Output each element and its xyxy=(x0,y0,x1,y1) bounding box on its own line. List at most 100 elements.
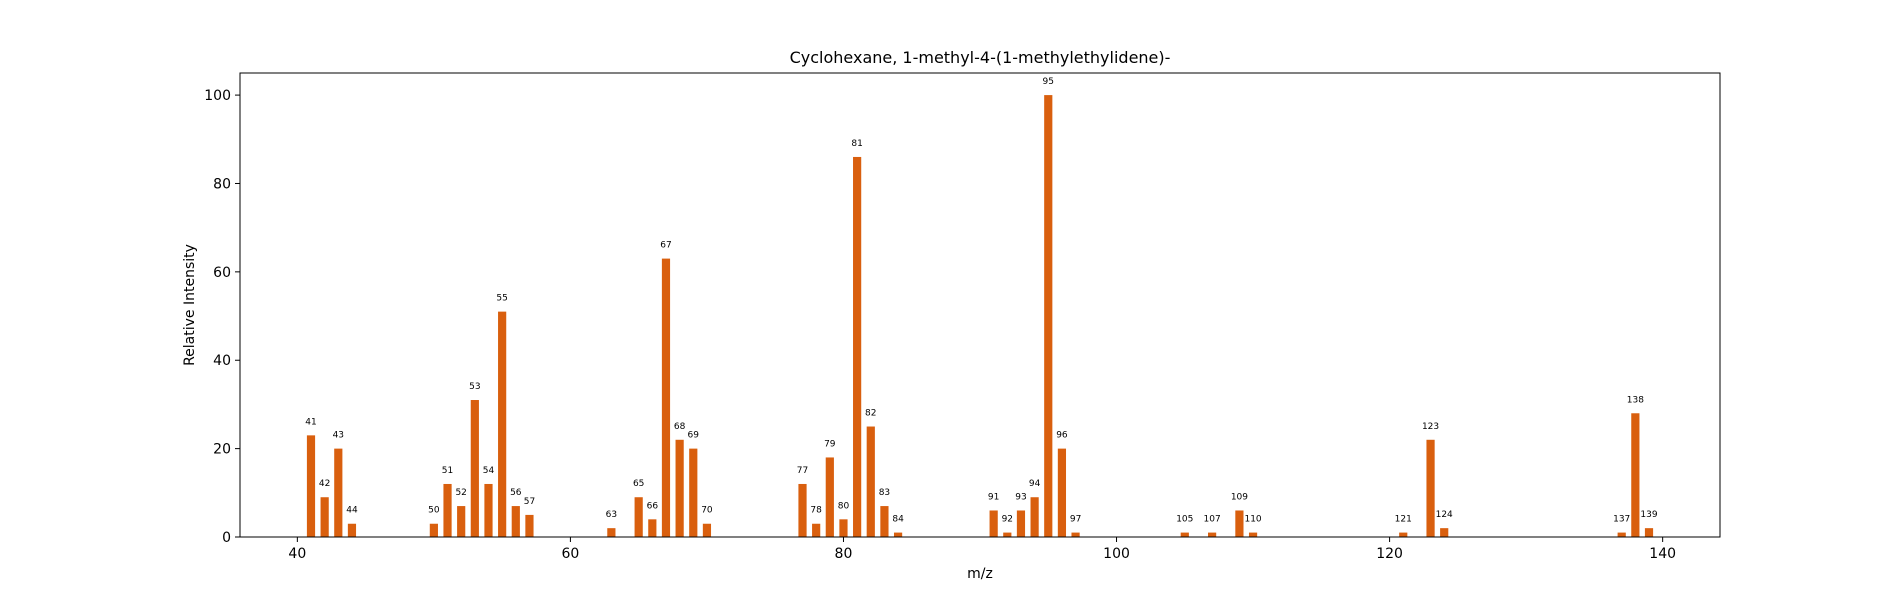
bar-label-56: 56 xyxy=(510,488,522,498)
bar-label-105: 105 xyxy=(1176,515,1193,525)
bar-label-84: 84 xyxy=(892,515,904,525)
bar-70 xyxy=(702,523,712,537)
x-axis-label: m/z xyxy=(967,566,993,582)
bar-label-66: 66 xyxy=(647,501,659,511)
bar-label-110: 110 xyxy=(1244,515,1261,525)
bar-96 xyxy=(1057,448,1067,537)
bar-65 xyxy=(634,497,643,537)
x-tick-label: 40 xyxy=(288,546,306,562)
bar-92 xyxy=(1003,532,1012,537)
bar-label-81: 81 xyxy=(851,139,862,149)
y-tick-label: 0 xyxy=(222,530,231,546)
bar-label-67: 67 xyxy=(660,241,671,251)
bar-121 xyxy=(1399,532,1408,537)
bar-84 xyxy=(893,532,903,537)
bar-label-109: 109 xyxy=(1231,492,1248,502)
bar-54 xyxy=(484,483,493,537)
bar-53 xyxy=(470,400,479,537)
bar-91 xyxy=(989,510,998,537)
bar-label-95: 95 xyxy=(1043,77,1054,87)
bar-label-93: 93 xyxy=(1015,492,1026,502)
plot-frame xyxy=(239,72,1721,538)
bar-56 xyxy=(511,506,520,537)
bar-label-53: 53 xyxy=(469,382,480,392)
bar-77 xyxy=(798,483,807,537)
chart-title: Cyclohexane, 1-methyl-4-(1-methylethylid… xyxy=(790,48,1171,67)
bar-label-92: 92 xyxy=(1002,515,1013,525)
x-tick-label: 120 xyxy=(1376,546,1403,562)
bar-label-63: 63 xyxy=(606,510,617,520)
bar-41 xyxy=(306,435,316,537)
bar-94 xyxy=(1030,497,1039,537)
bar-51 xyxy=(443,483,452,537)
bar-82 xyxy=(866,426,875,537)
bar-110 xyxy=(1248,532,1258,537)
bar-52 xyxy=(457,506,466,537)
bar-label-55: 55 xyxy=(496,294,507,304)
y-tick-label: 40 xyxy=(213,353,231,369)
bar-label-96: 96 xyxy=(1056,431,1068,441)
bar-57 xyxy=(525,514,534,537)
bar-label-83: 83 xyxy=(879,488,890,498)
bar-label-70: 70 xyxy=(701,506,713,516)
y-axis: 0 20 40 60 80 100 xyxy=(204,88,240,546)
bar-138 xyxy=(1631,413,1640,537)
bars-group xyxy=(306,95,1654,537)
bar-label-124: 124 xyxy=(1436,510,1453,520)
bar-63 xyxy=(607,528,616,537)
bar-139 xyxy=(1644,528,1654,537)
bar-label-80: 80 xyxy=(838,501,850,511)
bar-68 xyxy=(675,439,684,537)
bar-137 xyxy=(1617,532,1626,537)
bar-label-52: 52 xyxy=(455,488,466,498)
bar-79 xyxy=(825,457,834,537)
bar-83 xyxy=(880,506,889,537)
y-tick-label: 100 xyxy=(204,88,231,104)
x-tick-label: 140 xyxy=(1649,546,1676,562)
bar-66 xyxy=(648,519,657,537)
bar-label-69: 69 xyxy=(688,431,700,441)
bar-label-139: 139 xyxy=(1640,510,1657,520)
bar-label-121: 121 xyxy=(1395,515,1412,525)
bar-label-50: 50 xyxy=(428,506,440,516)
bar-107 xyxy=(1208,532,1217,537)
bar-label-42: 42 xyxy=(319,479,330,489)
bar-label-82: 82 xyxy=(865,409,876,419)
bar-label-77: 77 xyxy=(797,466,808,476)
bar-label-107: 107 xyxy=(1204,515,1221,525)
bar-81 xyxy=(853,156,862,537)
bar-93 xyxy=(1016,510,1026,537)
bar-50 xyxy=(429,523,438,537)
bar-label-57: 57 xyxy=(524,497,535,507)
bar-label-91: 91 xyxy=(988,492,999,502)
x-tick-label: 100 xyxy=(1103,546,1130,562)
bar-67 xyxy=(661,258,671,537)
x-tick-label: 80 xyxy=(835,546,853,562)
bar-label-78: 78 xyxy=(810,506,822,516)
bar-label-138: 138 xyxy=(1627,395,1644,405)
bar-55 xyxy=(498,311,507,537)
bar-label-51: 51 xyxy=(442,466,453,476)
y-tick-label: 60 xyxy=(213,265,231,281)
bar-78 xyxy=(812,523,821,537)
bar-95 xyxy=(1044,95,1053,537)
bar-label-43: 43 xyxy=(333,431,344,441)
y-tick-label: 20 xyxy=(213,442,231,458)
bar-label-97: 97 xyxy=(1070,515,1081,525)
bar-105 xyxy=(1180,532,1189,537)
bar-80 xyxy=(839,519,848,537)
x-axis: 40 60 80 100 120 140 xyxy=(288,537,1676,562)
bar-42 xyxy=(320,497,329,537)
y-axis-label: Relative Intensity xyxy=(182,244,198,366)
bar-label-65: 65 xyxy=(633,479,644,489)
bar-label-123: 123 xyxy=(1422,422,1439,432)
bar-label-79: 79 xyxy=(824,439,836,449)
bar-109 xyxy=(1235,510,1244,537)
bar-69 xyxy=(689,448,698,537)
y-tick-label: 80 xyxy=(213,176,231,192)
bar-97 xyxy=(1071,532,1080,537)
bar-label-41: 41 xyxy=(305,417,316,427)
x-tick-label: 60 xyxy=(561,546,579,562)
